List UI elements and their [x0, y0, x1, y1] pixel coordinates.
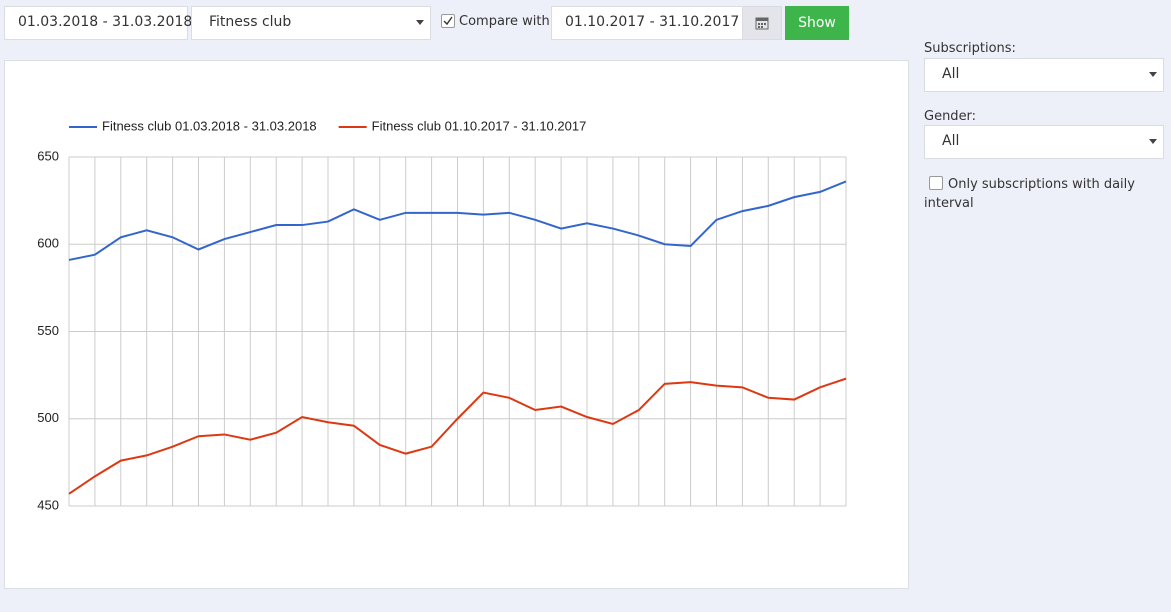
- daily-label: Only subscriptions with daily interval: [924, 177, 1135, 211]
- y-tick-label: 650: [37, 148, 59, 163]
- dropdown-arrow: [1149, 72, 1157, 77]
- dropdown-arrow: [416, 20, 424, 25]
- compare-range-input[interactable]: 01.10.2017 - 31.10.2017: [551, 6, 743, 40]
- y-tick-label: 600: [37, 236, 59, 251]
- calendar-button[interactable]: [742, 6, 782, 40]
- club-select[interactable]: Fitness club: [191, 6, 431, 40]
- subscriptions-select[interactable]: All: [924, 58, 1164, 92]
- calendar-icon: [755, 17, 769, 30]
- subscriptions-value: All: [942, 66, 960, 82]
- gender-value: All: [942, 133, 960, 149]
- chart: 450 500 550 600 650 Fitness club 01.03.2018 -…: [37, 118, 847, 512]
- subscriptions-label: Subscriptions:: [924, 41, 1016, 56]
- legend-label: Fitness club 01.03.2018 - 31.03.2018: [102, 118, 317, 133]
- show-button[interactable]: Show: [785, 6, 849, 40]
- compare-checkbox[interactable]: [441, 14, 455, 28]
- series-line: [68, 377, 847, 495]
- compare-label: Compare with:: [459, 14, 555, 29]
- gender-label: Gender:: [924, 109, 977, 124]
- chart-panel: 450 500 550 600 650 Fitness club 01.03.2018 -…: [4, 60, 909, 589]
- gender-select[interactable]: All: [924, 125, 1164, 159]
- dropdown-arrow: [1149, 139, 1157, 144]
- check-mark: [443, 16, 453, 26]
- date-range-input[interactable]: 01.03.2018 - 31.03.2018: [4, 6, 192, 40]
- club-value: Fitness club: [209, 14, 292, 30]
- y-tick-label: 450: [37, 497, 59, 512]
- y-tick-label: 550: [37, 323, 59, 338]
- legend-label: Fitness club 01.10.2017 - 31.10.2017: [372, 118, 587, 133]
- y-tick-label: 500: [37, 410, 59, 425]
- series-line: [68, 180, 847, 261]
- daily-checkbox[interactable]: [929, 176, 943, 190]
